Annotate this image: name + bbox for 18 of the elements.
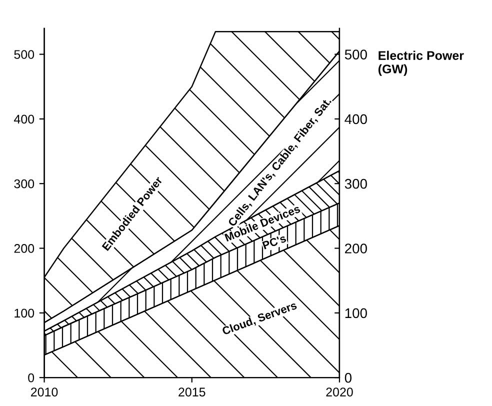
x-tick-label: 2015 [178, 388, 206, 396]
y2-tick-label: 200 [345, 244, 367, 254]
y-tick-label: 300 [14, 179, 34, 188]
y-tick-label: 400 [14, 114, 34, 124]
series-label: Cloud, Servers [222, 300, 298, 337]
x-tick-label: 2020 [326, 388, 353, 396]
y2-tick-label: 500 [344, 50, 367, 60]
y2-axis-title: Electric Power (GW) [378, 50, 464, 76]
y2-tick-label: 100 [345, 308, 367, 318]
y2-tick-label: 400 [344, 114, 367, 124]
y-tick-label: 200 [14, 244, 34, 253]
y2-tick-label: 0 [344, 372, 352, 383]
y-tick-label: 500 [14, 50, 34, 59]
y-tick-label: 0 [28, 373, 34, 382]
y-tick-label: 100 [14, 308, 34, 318]
x-tick-label: 2010 [31, 388, 58, 396]
series-label: PC's [262, 234, 287, 250]
y2-tick-label: 300 [344, 178, 367, 189]
